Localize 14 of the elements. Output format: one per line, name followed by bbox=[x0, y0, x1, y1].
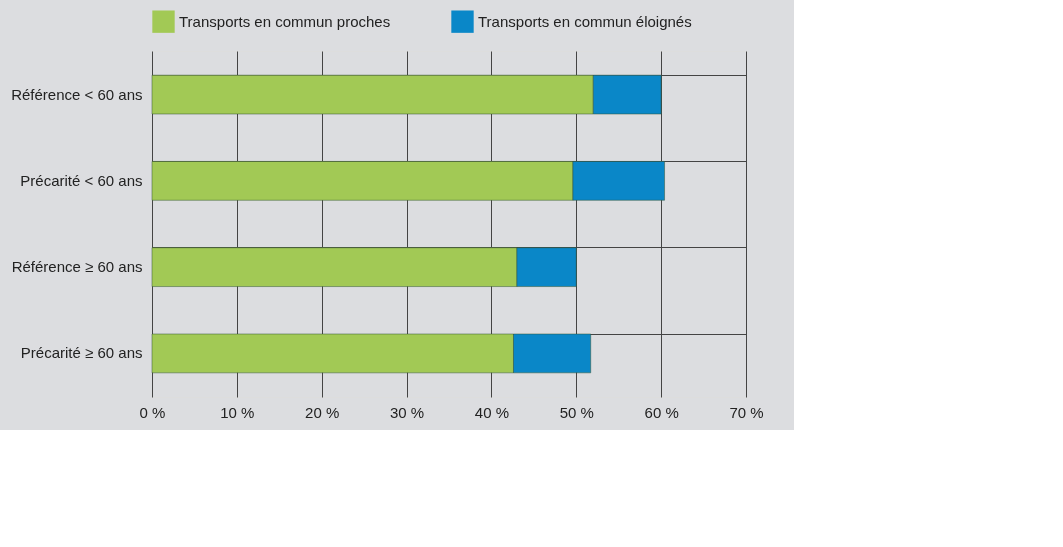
x-tick-label: 50 % bbox=[559, 403, 594, 421]
x-tick-label: 0 % bbox=[139, 403, 166, 421]
legend-label: Transports en commun proches bbox=[179, 12, 391, 30]
x-tick-label: 70 % bbox=[729, 403, 764, 421]
x-tick-label: 20 % bbox=[305, 403, 340, 421]
x-tick-label: 40 % bbox=[474, 403, 510, 421]
y-tick-label: Référence ≥ 60 ans bbox=[11, 258, 143, 276]
legend-label: Transports en commun éloignés bbox=[478, 12, 692, 30]
x-tick-label: 10 % bbox=[220, 403, 255, 421]
y-tick-label: Précarité ≥ 60 ans bbox=[20, 344, 143, 362]
y-tick-label: Référence < 60 ans bbox=[11, 85, 143, 103]
x-tick-label: 30 % bbox=[389, 403, 425, 421]
y-tick-label: Précarité < 60 ans bbox=[20, 171, 143, 189]
x-tick-label: 60 % bbox=[644, 403, 679, 421]
